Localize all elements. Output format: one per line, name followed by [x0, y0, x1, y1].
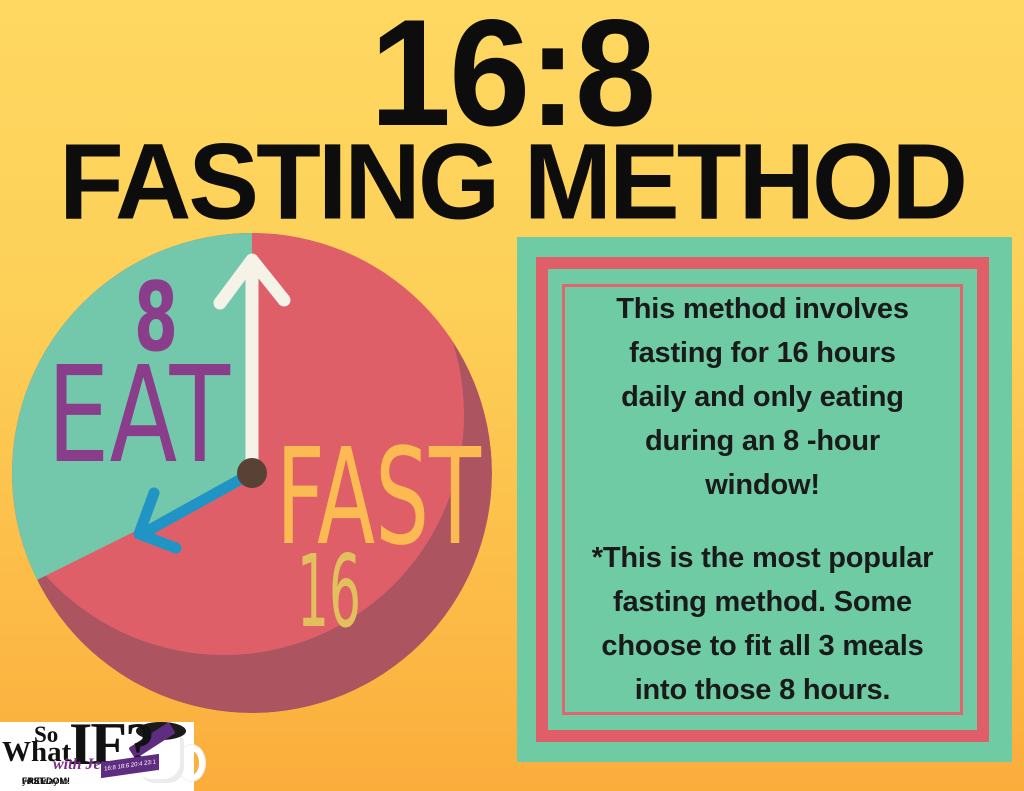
- slogan-fast: FAST: [22, 776, 46, 786]
- ribbon-numbers: 16:8 18:6 20:4 23:1: [104, 759, 156, 773]
- info-line: This method involves: [616, 293, 909, 325]
- fast-hours-label: 16: [297, 533, 361, 650]
- logo-word-so: So: [34, 722, 59, 747]
- logo-word-what: What: [2, 736, 72, 768]
- clock-svg: 8 EAT FAST 16: [12, 233, 492, 713]
- info-line: during an 8 -hour: [644, 425, 881, 457]
- eat-wedge: [12, 233, 252, 580]
- info-paragraph-1: This method involves fasting for 16 hour…: [616, 287, 909, 507]
- info-box: This method involves fasting for 16 hour…: [517, 237, 1012, 762]
- info-line: daily and only eating: [621, 381, 904, 413]
- fast-label: FAST: [276, 421, 481, 575]
- minute-hand-arrow: [213, 253, 291, 480]
- logo-with-jen: with Jen: [53, 756, 110, 773]
- info-line: fasting method. Some: [613, 586, 912, 618]
- clock-illustration: 8 EAT FAST 16: [12, 233, 492, 713]
- info-line: window!: [705, 469, 820, 501]
- info-line: fasting for 16 hours: [629, 337, 896, 369]
- brand-logo: So What IF? with Jen 16:8 18:6 20:4 23:1…: [0, 711, 205, 791]
- info-box-inner-frame: This method involves fasting for 16 hour…: [562, 284, 963, 715]
- info-line: into those 8 hours.: [634, 674, 891, 706]
- page-title: 16:8 FASTING METHOD: [0, 0, 1024, 243]
- slogan-freedom: FREEDOM!: [22, 776, 70, 786]
- info-paragraph-2: *This is the most popular fasting method…: [591, 536, 934, 712]
- eat-label: EAT: [47, 339, 231, 493]
- eat-hours-label: 8: [134, 263, 178, 373]
- clock-center-dot: [237, 458, 267, 488]
- title-method: FASTING METHOD: [58, 121, 968, 243]
- hour-hand-arrow: [133, 467, 258, 554]
- info-box-outer-frame: This method involves fasting for 16 hour…: [536, 257, 989, 742]
- slogan-mid: your way to: [22, 776, 69, 786]
- title-ratio: 16:8: [369, 0, 656, 158]
- info-line: choose to fit all 3 meals: [601, 630, 924, 662]
- info-line: *This is the most popular: [591, 542, 934, 574]
